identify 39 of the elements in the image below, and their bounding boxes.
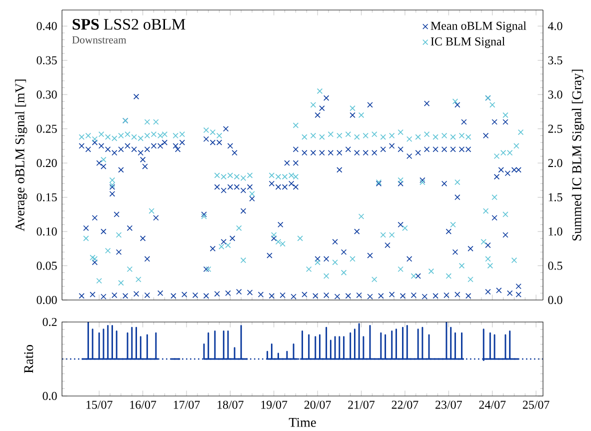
y-tick-label: 0.05 bbox=[36, 262, 57, 270]
legend-label: Mean oBLM Signal bbox=[430, 21, 526, 32]
x-tick-label: 23/07 bbox=[436, 400, 462, 409]
y2-tick-label: 0.0 bbox=[548, 296, 562, 304]
y-tick-label: 0.30 bbox=[36, 90, 57, 99]
y-tick-label: 0.25 bbox=[36, 124, 57, 133]
y-tick-label: 0.0 bbox=[42, 392, 57, 400]
x-tick-label: 21/07 bbox=[348, 400, 375, 409]
x-tick-label: 22/07 bbox=[392, 400, 418, 409]
y2-tick-label: 2.0 bbox=[548, 158, 562, 168]
y2-tick-label: 4.0 bbox=[548, 22, 562, 30]
y-tick-label: 0.40 bbox=[36, 22, 57, 30]
y2-tick-label: 1.0 bbox=[548, 227, 562, 236]
y-tick-label: 0.00 bbox=[36, 296, 57, 304]
y-tick-label: 0.20 bbox=[36, 158, 57, 168]
y2-tick-label: 3.0 bbox=[548, 90, 562, 99]
y2-tick-label: 2.5 bbox=[548, 124, 562, 133]
x-axis-title: Time bbox=[288, 418, 316, 427]
y2-tick-label: 1.5 bbox=[548, 193, 562, 202]
y-axis-title: Ratio bbox=[24, 345, 34, 374]
y-tick-label: 0.15 bbox=[36, 193, 57, 202]
x-tick-label: 19/07 bbox=[261, 400, 288, 409]
x-tick-label: 25/07 bbox=[522, 400, 550, 409]
y2-axis-title: Summed IC BLM Signal [Gray] bbox=[572, 70, 584, 240]
y2-tick-label: 0.5 bbox=[548, 262, 562, 270]
y-tick-label: 0.2 bbox=[42, 318, 57, 326]
x-tick-label: 24/07 bbox=[479, 400, 506, 409]
legend-label: IC BLM Signal bbox=[430, 37, 505, 48]
x-tick-label: 20/07 bbox=[304, 400, 331, 409]
x-tick-label: 18/07 bbox=[218, 400, 244, 409]
y-axis-title: Average oBLM Signal [mV] bbox=[14, 80, 28, 232]
x-tick-label: 15/07 bbox=[86, 400, 112, 409]
text: Downstream bbox=[72, 36, 126, 44]
y-tick-label: 0.10 bbox=[36, 227, 57, 236]
y2-tick-label: 3.5 bbox=[548, 56, 562, 64]
x-tick-label: 16/07 bbox=[130, 400, 156, 409]
y-tick-label: 0.35 bbox=[36, 56, 57, 64]
x-tick-label: 17/07 bbox=[174, 400, 200, 409]
chart-title: SPS LSS2 oBLM bbox=[72, 18, 186, 30]
